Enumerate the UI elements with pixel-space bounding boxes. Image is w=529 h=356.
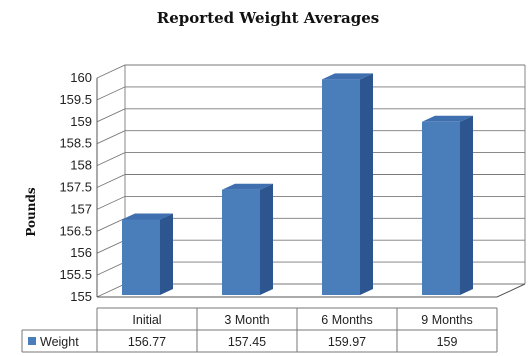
bar-top (122, 213, 173, 220)
floor-edge (97, 283, 526, 298)
data-value-label: 159 (437, 335, 458, 349)
y-tick-label: 155.5 (59, 267, 92, 282)
y-tick-label: 158.5 (59, 136, 92, 151)
y-tick-label: 156.5 (59, 223, 92, 238)
bar-top (422, 115, 473, 122)
bar-side (360, 73, 373, 296)
data-table: Initial 3 Month 6 Months 9 Months Weight 156.… (21, 307, 498, 353)
y-tick-label: 158 (70, 158, 92, 173)
bar-side (460, 115, 473, 295)
bar (122, 219, 160, 295)
y-tick-label: 157.5 (59, 180, 92, 195)
data-value-label: 159.97 (328, 335, 366, 349)
bars (122, 73, 473, 296)
bar-top (322, 73, 373, 80)
bar-side (160, 213, 173, 295)
bar-top (222, 183, 273, 190)
y-axis-ticks: 155 155.5 156 156.5 157 157.5 158 158.5 159 159.5… (59, 70, 92, 304)
y-axis-label: Pounds (24, 187, 38, 237)
gridline (96, 64, 525, 79)
x-category-label: 9 Months (421, 313, 472, 327)
bar-side (260, 183, 273, 295)
y-tick-label: 155 (70, 289, 92, 304)
chart-title: Reported Weight Averages (157, 9, 379, 27)
y-tick-label: 160 (70, 70, 92, 85)
gridlines (96, 64, 526, 298)
data-value-label: 156.77 (128, 335, 166, 349)
y-tick-label: 157 (70, 201, 92, 216)
legend-series-name: Weight (40, 335, 79, 349)
x-category-label: 6 Months (321, 313, 372, 327)
x-category-label: Initial (132, 313, 161, 327)
legend-key (28, 337, 36, 345)
bar (422, 121, 460, 295)
y-tick-label: 156 (70, 245, 92, 260)
bar (222, 189, 260, 295)
x-category-label: 3 Month (224, 313, 269, 327)
data-value-label: 157.45 (228, 335, 266, 349)
y-tick-label: 159.5 (59, 92, 92, 107)
y-tick-label: 159 (70, 114, 92, 129)
gridline (96, 86, 525, 101)
bar (322, 79, 360, 296)
